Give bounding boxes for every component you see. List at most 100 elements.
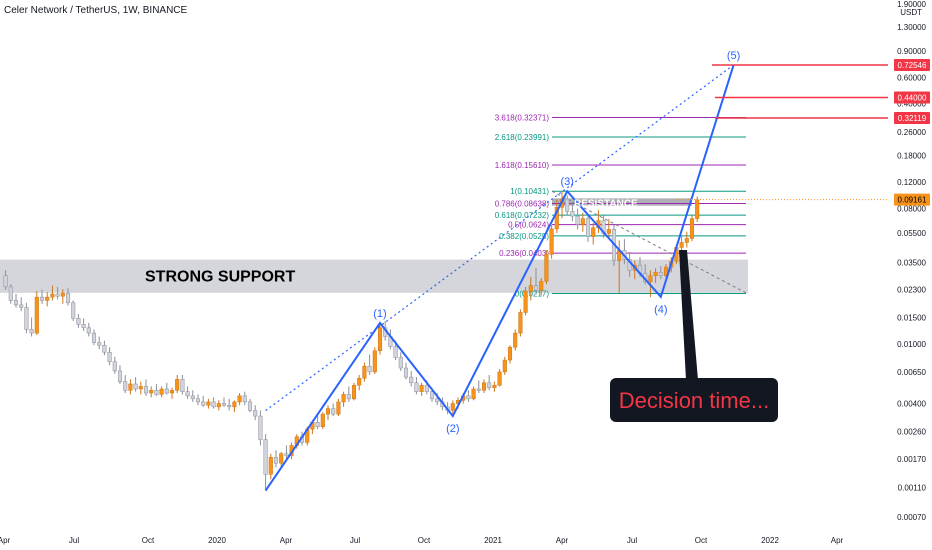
price-tick-label: 0.60000 — [897, 73, 926, 82]
price-tick-label: 1.30000 — [897, 23, 926, 32]
candle-body — [71, 302, 76, 319]
candle-body — [435, 398, 440, 403]
price-tick-label: 0.40000 — [897, 100, 926, 109]
candle-body — [91, 332, 97, 343]
wave-label: (1) — [373, 308, 386, 320]
candle-body — [575, 215, 580, 225]
candle-body — [211, 401, 216, 408]
price-tick-label: 0.03500 — [897, 258, 926, 267]
candle-body — [258, 415, 263, 440]
price-tick-label: 0.02300 — [897, 286, 926, 295]
candle-body — [34, 296, 39, 334]
candle-body — [39, 296, 45, 301]
price-tick-label: 0.26000 — [897, 128, 926, 137]
candle-body — [414, 382, 419, 392]
candle-body — [112, 361, 117, 372]
candle-body — [159, 388, 164, 395]
candle-body — [523, 290, 528, 313]
candle-body — [492, 384, 497, 388]
candle-body — [341, 394, 346, 403]
candle-body — [539, 280, 544, 291]
wave-channel-line — [265, 64, 734, 412]
waves-layer: (1) (2) (3) (4) (5) — [264, 50, 740, 492]
price-tag-label: 0.72546 — [898, 61, 927, 70]
candle-body — [533, 285, 539, 291]
candle-body — [76, 318, 81, 325]
callout-text: Decision time... — [619, 388, 769, 413]
candle-body — [86, 327, 91, 334]
candle-body — [648, 275, 653, 282]
time-tick-label: Apr — [556, 536, 569, 545]
price-tick-label: 0.00650 — [897, 368, 926, 377]
price-tick-label: 0.00070 — [897, 513, 926, 522]
support-label: STRONG SUPPORT — [145, 269, 295, 286]
candle-body — [346, 394, 351, 400]
candle-body — [45, 296, 50, 301]
fib-level-label: 0.618(0.07232) — [495, 211, 550, 220]
price-tick-label: 0.01000 — [897, 340, 926, 349]
candle-body — [242, 395, 247, 403]
fib-level-label: 1.618(0.15610) — [495, 161, 550, 170]
fib-level-label: 1(0.10431) — [510, 187, 549, 196]
candle-body — [357, 377, 362, 386]
candle-body — [528, 285, 533, 292]
candle-body — [336, 401, 341, 415]
candle-body — [481, 382, 487, 391]
time-tick-label: Jul — [69, 536, 79, 545]
candle-body — [362, 365, 367, 379]
candle-body — [123, 381, 128, 391]
candle-body — [331, 408, 336, 415]
time-tick-label: 2022 — [761, 536, 779, 545]
candle-body — [565, 198, 570, 212]
candle-body — [398, 357, 403, 369]
candle-body — [544, 254, 549, 282]
candle-body — [50, 293, 55, 298]
chart-title: Celer Network / TetherUS, 1W, BINANCE — [4, 5, 188, 16]
candle-body — [466, 395, 471, 400]
candle-body — [149, 390, 154, 394]
price-tag-label: 0.32119 — [898, 114, 927, 123]
candle-body — [502, 359, 507, 373]
candle-body — [351, 384, 357, 400]
candle-body — [606, 229, 611, 234]
price-tick-label: 0.90000 — [897, 47, 926, 56]
price-tick-label: 0.00260 — [897, 428, 926, 437]
candle-body — [513, 332, 518, 348]
candle-body — [684, 238, 689, 243]
candle-body — [554, 207, 559, 230]
candle-body — [471, 388, 476, 400]
fib-trend-line — [551, 190, 747, 294]
candle-body — [367, 365, 372, 373]
candle-body — [97, 342, 102, 346]
candle-body — [315, 422, 320, 428]
candle-body — [227, 404, 232, 408]
fib-level-label: 0.236(0.0403) — [499, 249, 549, 258]
candle-body — [253, 410, 258, 417]
price-tag — [894, 112, 930, 125]
candle-body — [247, 401, 253, 411]
candle-body — [377, 327, 383, 351]
price-tag-label: 0.09161 — [898, 196, 927, 205]
candle-body — [409, 376, 414, 384]
candle-body — [591, 227, 596, 237]
candle-body — [65, 292, 71, 304]
fib-level-label: 0(0.0217) — [515, 289, 550, 298]
time-tick-label: Jul — [627, 536, 637, 545]
wave-label: (4) — [654, 304, 667, 316]
price-tick-label: 0.00110 — [898, 484, 927, 493]
candle-body — [102, 344, 107, 353]
wave-label: (2) — [446, 423, 459, 435]
candle-body — [284, 453, 289, 456]
candle-body — [237, 395, 242, 403]
price-tick-label: 0.08000 — [897, 205, 926, 214]
price-tick-label: 0.00170 — [897, 455, 926, 464]
candle-body — [107, 351, 112, 362]
candle-body — [263, 439, 268, 475]
candle-body — [221, 403, 227, 406]
resistance-zone — [552, 198, 692, 206]
candle-body — [424, 384, 429, 392]
candle-body — [216, 403, 221, 408]
candle-body — [372, 350, 377, 373]
candle-body — [476, 388, 481, 391]
